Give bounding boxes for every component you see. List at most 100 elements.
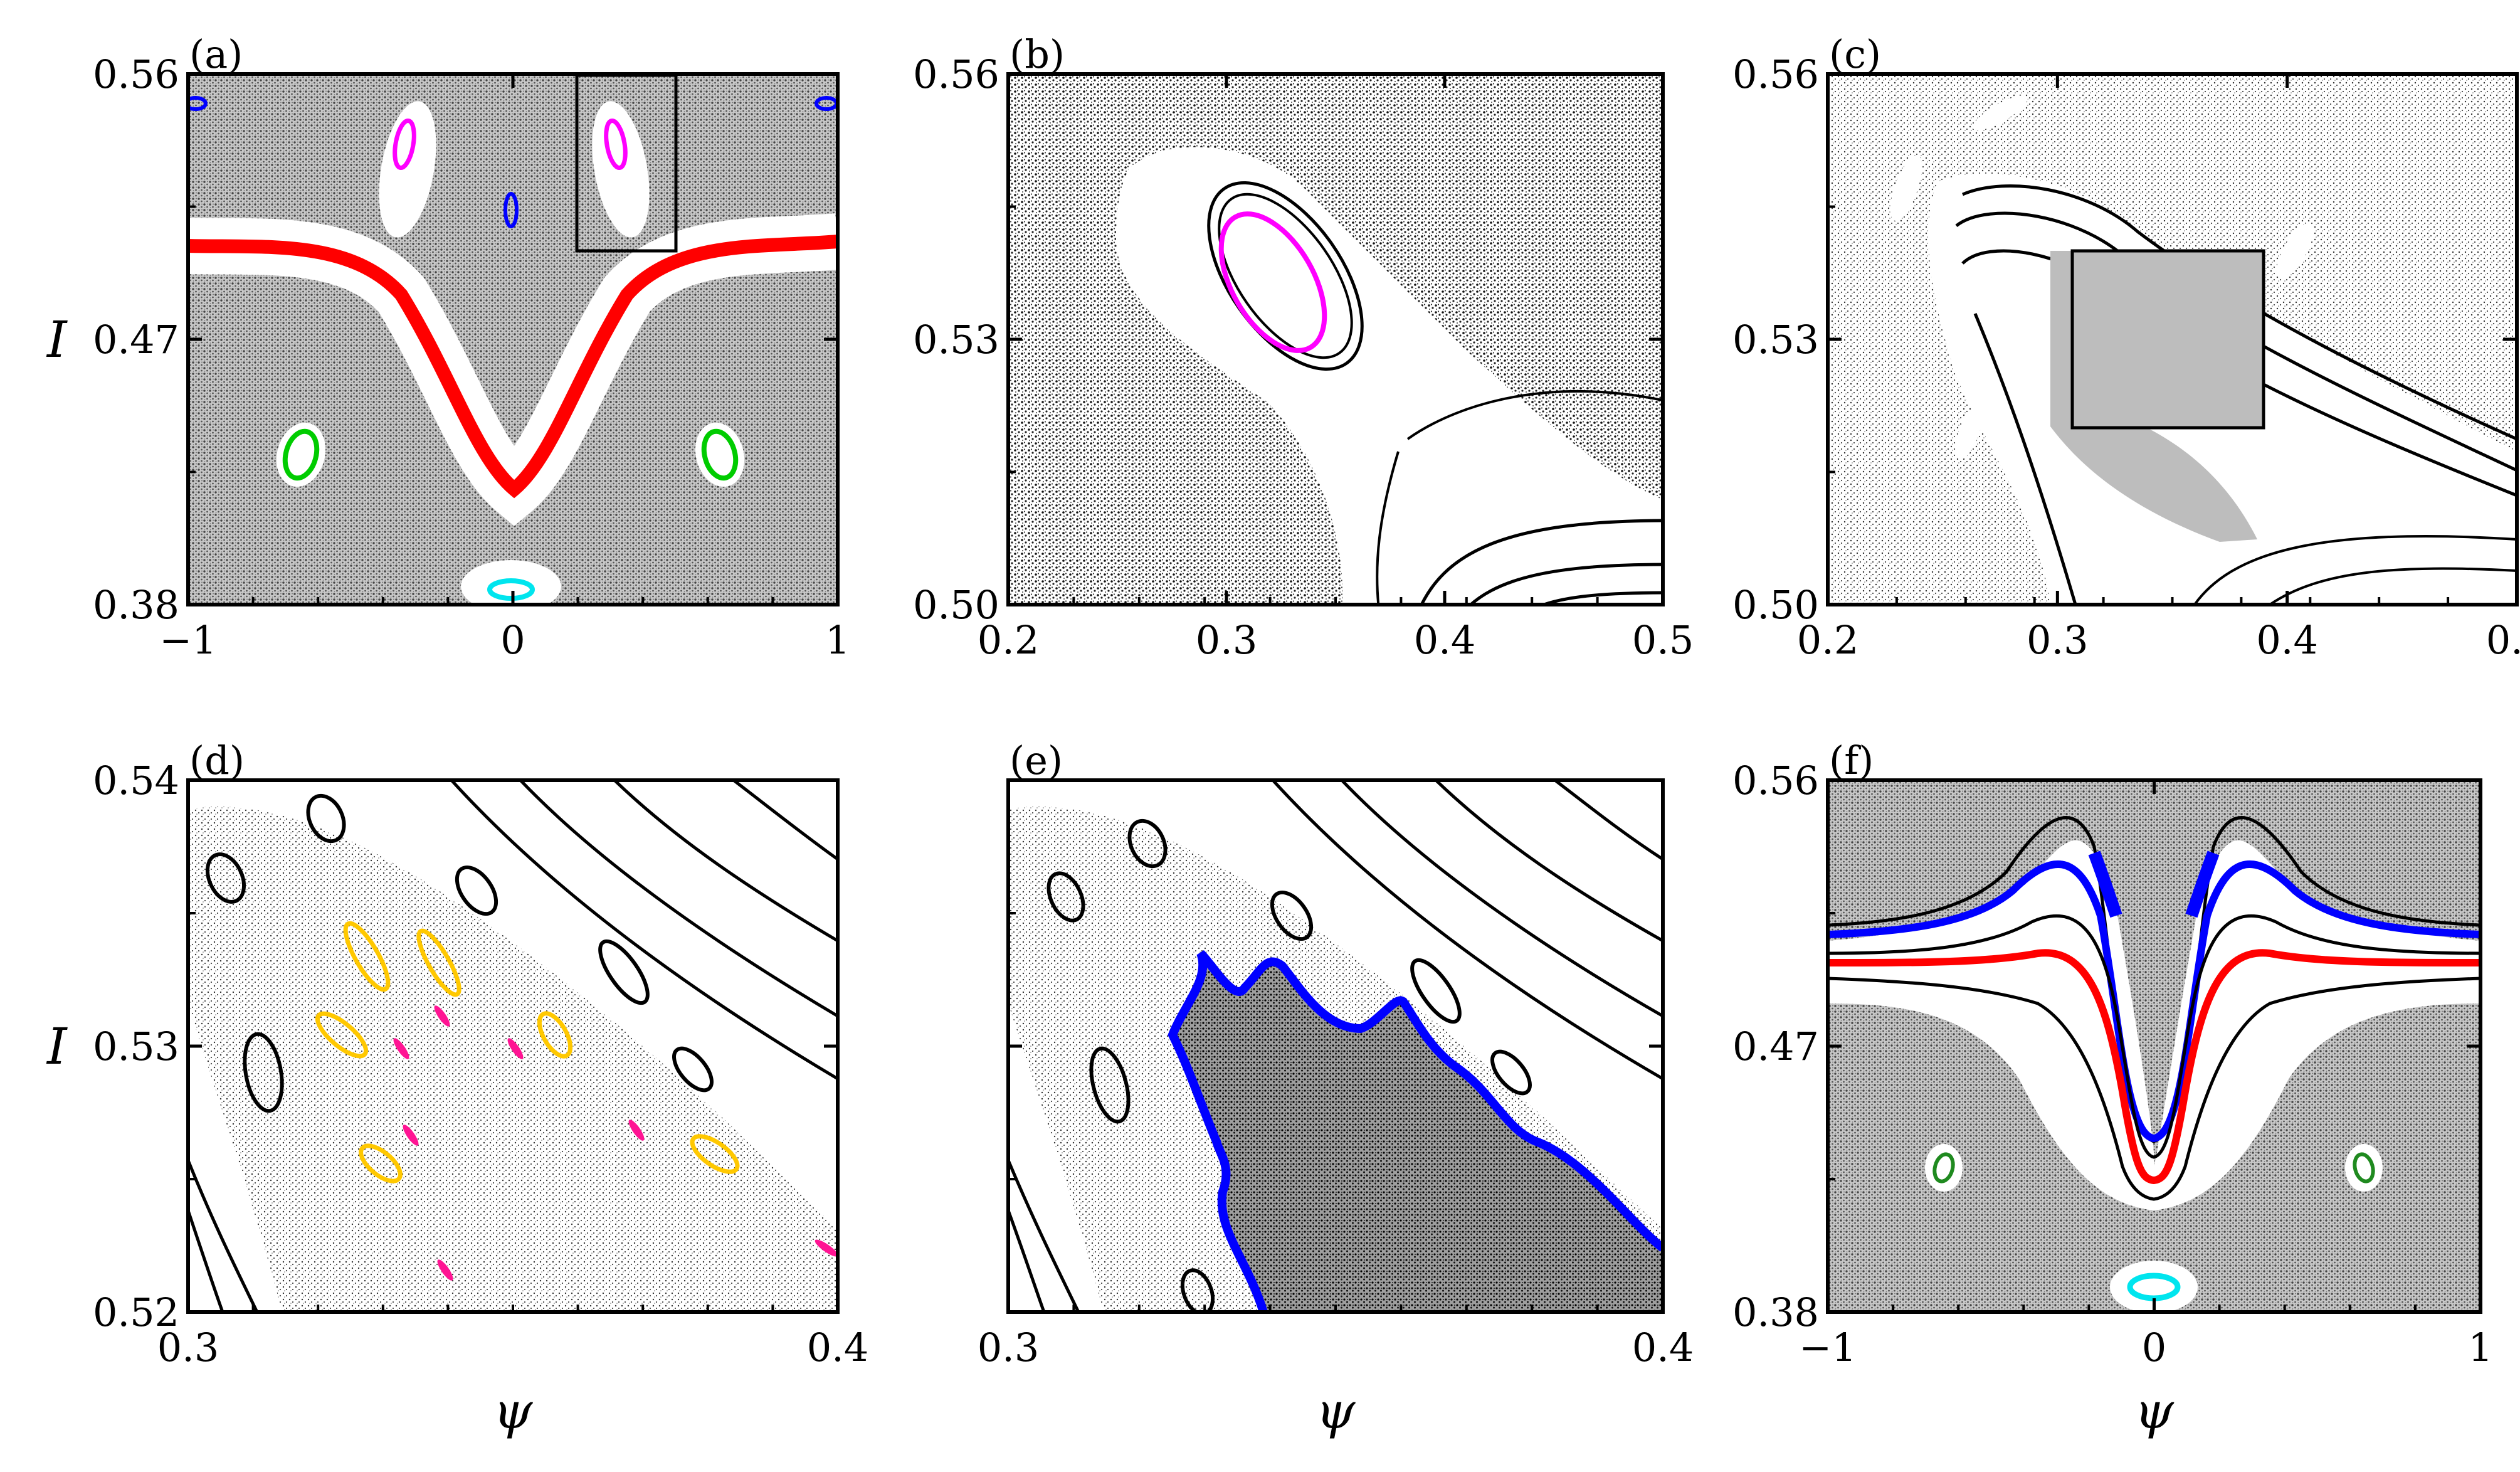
y-tick-label: 0.52 [93,1289,179,1335]
pink-chain-5 [628,1120,645,1141]
panel-label: (a) [189,31,243,77]
x-tick-label: 0.3 [157,1325,219,1370]
panel-a [186,72,840,606]
island-green-right-bg [2345,1144,2383,1192]
x-tick-label: 0.4 [1414,617,1476,663]
black-island-6 [672,1046,714,1093]
x-tick-label: 0 [2142,1325,2166,1370]
blue-orbit-center [503,192,519,228]
panel-b-plot-area [1008,74,1663,605]
y-tick-label: 0.56 [1732,758,1819,803]
panel-a-axes: (a) −1 0 1 0.38 0.47 0.56 I [46,31,850,663]
pink-chain-2 [393,1038,409,1059]
cyan-orbit [487,578,535,601]
island-c2 [1973,95,2028,130]
yellow-island-5 [359,1143,403,1183]
green-orbit-left [1932,1152,1955,1183]
regular-band [1828,840,2480,1210]
blue-orbit-left [188,96,208,111]
x-tick-label: 0 [500,617,525,663]
pink-chain-6 [437,1259,453,1281]
panel-c [1826,72,2519,606]
torus-6 [2269,567,2517,605]
torus-inner [1828,977,2480,1201]
chaotic-layer [188,807,838,1312]
y-tick-label: 0.50 [913,582,999,628]
panel-e-plot-area [1008,780,1663,1312]
y-tick-label: 0.56 [1732,51,1819,97]
panel-d-plot-area [188,780,838,1312]
panel-label: (c) [1829,31,1881,77]
island-c4 [1955,406,1983,460]
magenta-orbit-right [604,118,628,171]
panel-b [1006,72,1665,606]
blue-boundary-curve [1168,950,1663,1312]
black-island-5 [598,939,650,1005]
panel-b-axes: (b) 0.2 0.3 0.4 0.5 0.50 0.53 0.56 [913,31,1694,663]
y-tick-label: 0.53 [1732,317,1819,363]
panel-d-axes: (d) 0.3 0.4 0.52 0.53 0.54 Iψ [46,738,868,1440]
black-island-5 [1410,958,1462,1024]
y-tick-label: 0.38 [1732,1289,1819,1335]
torus-2 [188,1210,224,1312]
island-c3 [2276,223,2314,279]
y-axis-title: I [46,310,68,369]
x-tick-label: 0.2 [978,617,1040,663]
x-tick-label: 1 [825,617,850,663]
y-tick-label: 0.50 [1732,582,1819,628]
torus-4 [1341,780,1663,1018]
torus-3 [1272,780,1663,1081]
enclosed-chaos [1173,953,1663,1312]
x-axis-title: ψ [1316,1382,1356,1440]
torus-2 [1008,1210,1046,1312]
x-tick-label: 1 [2468,1325,2492,1370]
torus-5 [2193,534,2517,605]
black-island-2 [205,852,246,904]
panel-label: (e) [1010,738,1063,783]
y-tick-label: 0.56 [93,51,179,97]
separatrix-upper [1406,389,1663,440]
black-island-3 [243,1032,284,1113]
red-curve [188,235,838,499]
pink-chain-1 [434,1005,450,1027]
outer-curve-2 [1468,563,1663,605]
panel-f-plot-area [1828,780,2480,1312]
yellow-island-3 [315,1011,369,1059]
axes-layer: (a)−1 0 10.380.470.56I(b)0.2 0.3 0.4 0.50.500… [46,31,2520,1440]
x-tick-label: 0.5 [1632,617,1694,663]
y-axis-title: I [46,1017,68,1076]
chaos-tail [2050,426,2257,542]
island-left [379,101,436,238]
island-green-left-bg [1925,1144,1963,1192]
island-cyan-bg [2110,1261,2198,1312]
panel-label: (d) [189,738,245,783]
green-orbit-left [282,428,320,481]
separatrix-lower [1376,451,1400,605]
panel-label: (b) [1010,31,1065,77]
x-tick-label: 0.4 [2256,617,2318,663]
red-curve [1828,949,2480,1185]
green-orbit-right [701,428,739,481]
x-tick-label: 0.3 [2027,617,2089,663]
panel-f [1826,778,2482,1314]
y-tick-label: 0.53 [93,1024,179,1069]
kam-orbit-mid [1218,193,1353,359]
panel-d [186,778,840,1314]
black-island-6 [1490,1049,1532,1096]
y-tick-label: 0.47 [93,317,179,363]
yellow-island-1 [343,921,391,992]
x-axis-title: ψ [2134,1382,2175,1440]
y-tick-label: 0.47 [1732,1024,1819,1069]
black-island-7 [1180,1268,1215,1312]
magenta-orbit [1218,211,1327,353]
y-tick-label: 0.54 [93,758,179,803]
black-island-1 [306,793,346,844]
black-island-1 [1127,818,1168,869]
pink-chain-4 [403,1125,419,1146]
outer-curve-3 [1539,591,1663,605]
zoom-box [2070,249,2265,430]
panel-label: (f) [1829,738,1874,783]
panel-e [1006,778,1665,1314]
panel-c-plot-area [1828,74,2517,605]
